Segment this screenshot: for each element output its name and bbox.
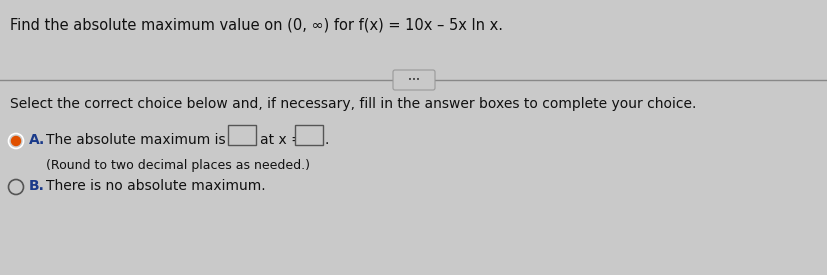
Text: B.: B. bbox=[29, 179, 45, 193]
FancyBboxPatch shape bbox=[393, 70, 434, 90]
Text: There is no absolute maximum.: There is no absolute maximum. bbox=[46, 179, 265, 193]
Text: Select the correct choice below and, if necessary, fill in the answer boxes to c: Select the correct choice below and, if … bbox=[10, 97, 696, 111]
Text: The absolute maximum is: The absolute maximum is bbox=[46, 133, 225, 147]
Text: .: . bbox=[325, 133, 329, 147]
FancyBboxPatch shape bbox=[294, 125, 323, 145]
Circle shape bbox=[12, 136, 21, 145]
Text: A.: A. bbox=[29, 133, 45, 147]
Text: (Round to two decimal places as needed.): (Round to two decimal places as needed.) bbox=[46, 159, 309, 172]
FancyBboxPatch shape bbox=[227, 125, 256, 145]
Text: at x =: at x = bbox=[260, 133, 303, 147]
Text: •••: ••• bbox=[408, 77, 419, 83]
Text: Find the absolute maximum value on (0, ∞) for f(x) = 10x – 5x ln x.: Find the absolute maximum value on (0, ∞… bbox=[10, 17, 502, 32]
